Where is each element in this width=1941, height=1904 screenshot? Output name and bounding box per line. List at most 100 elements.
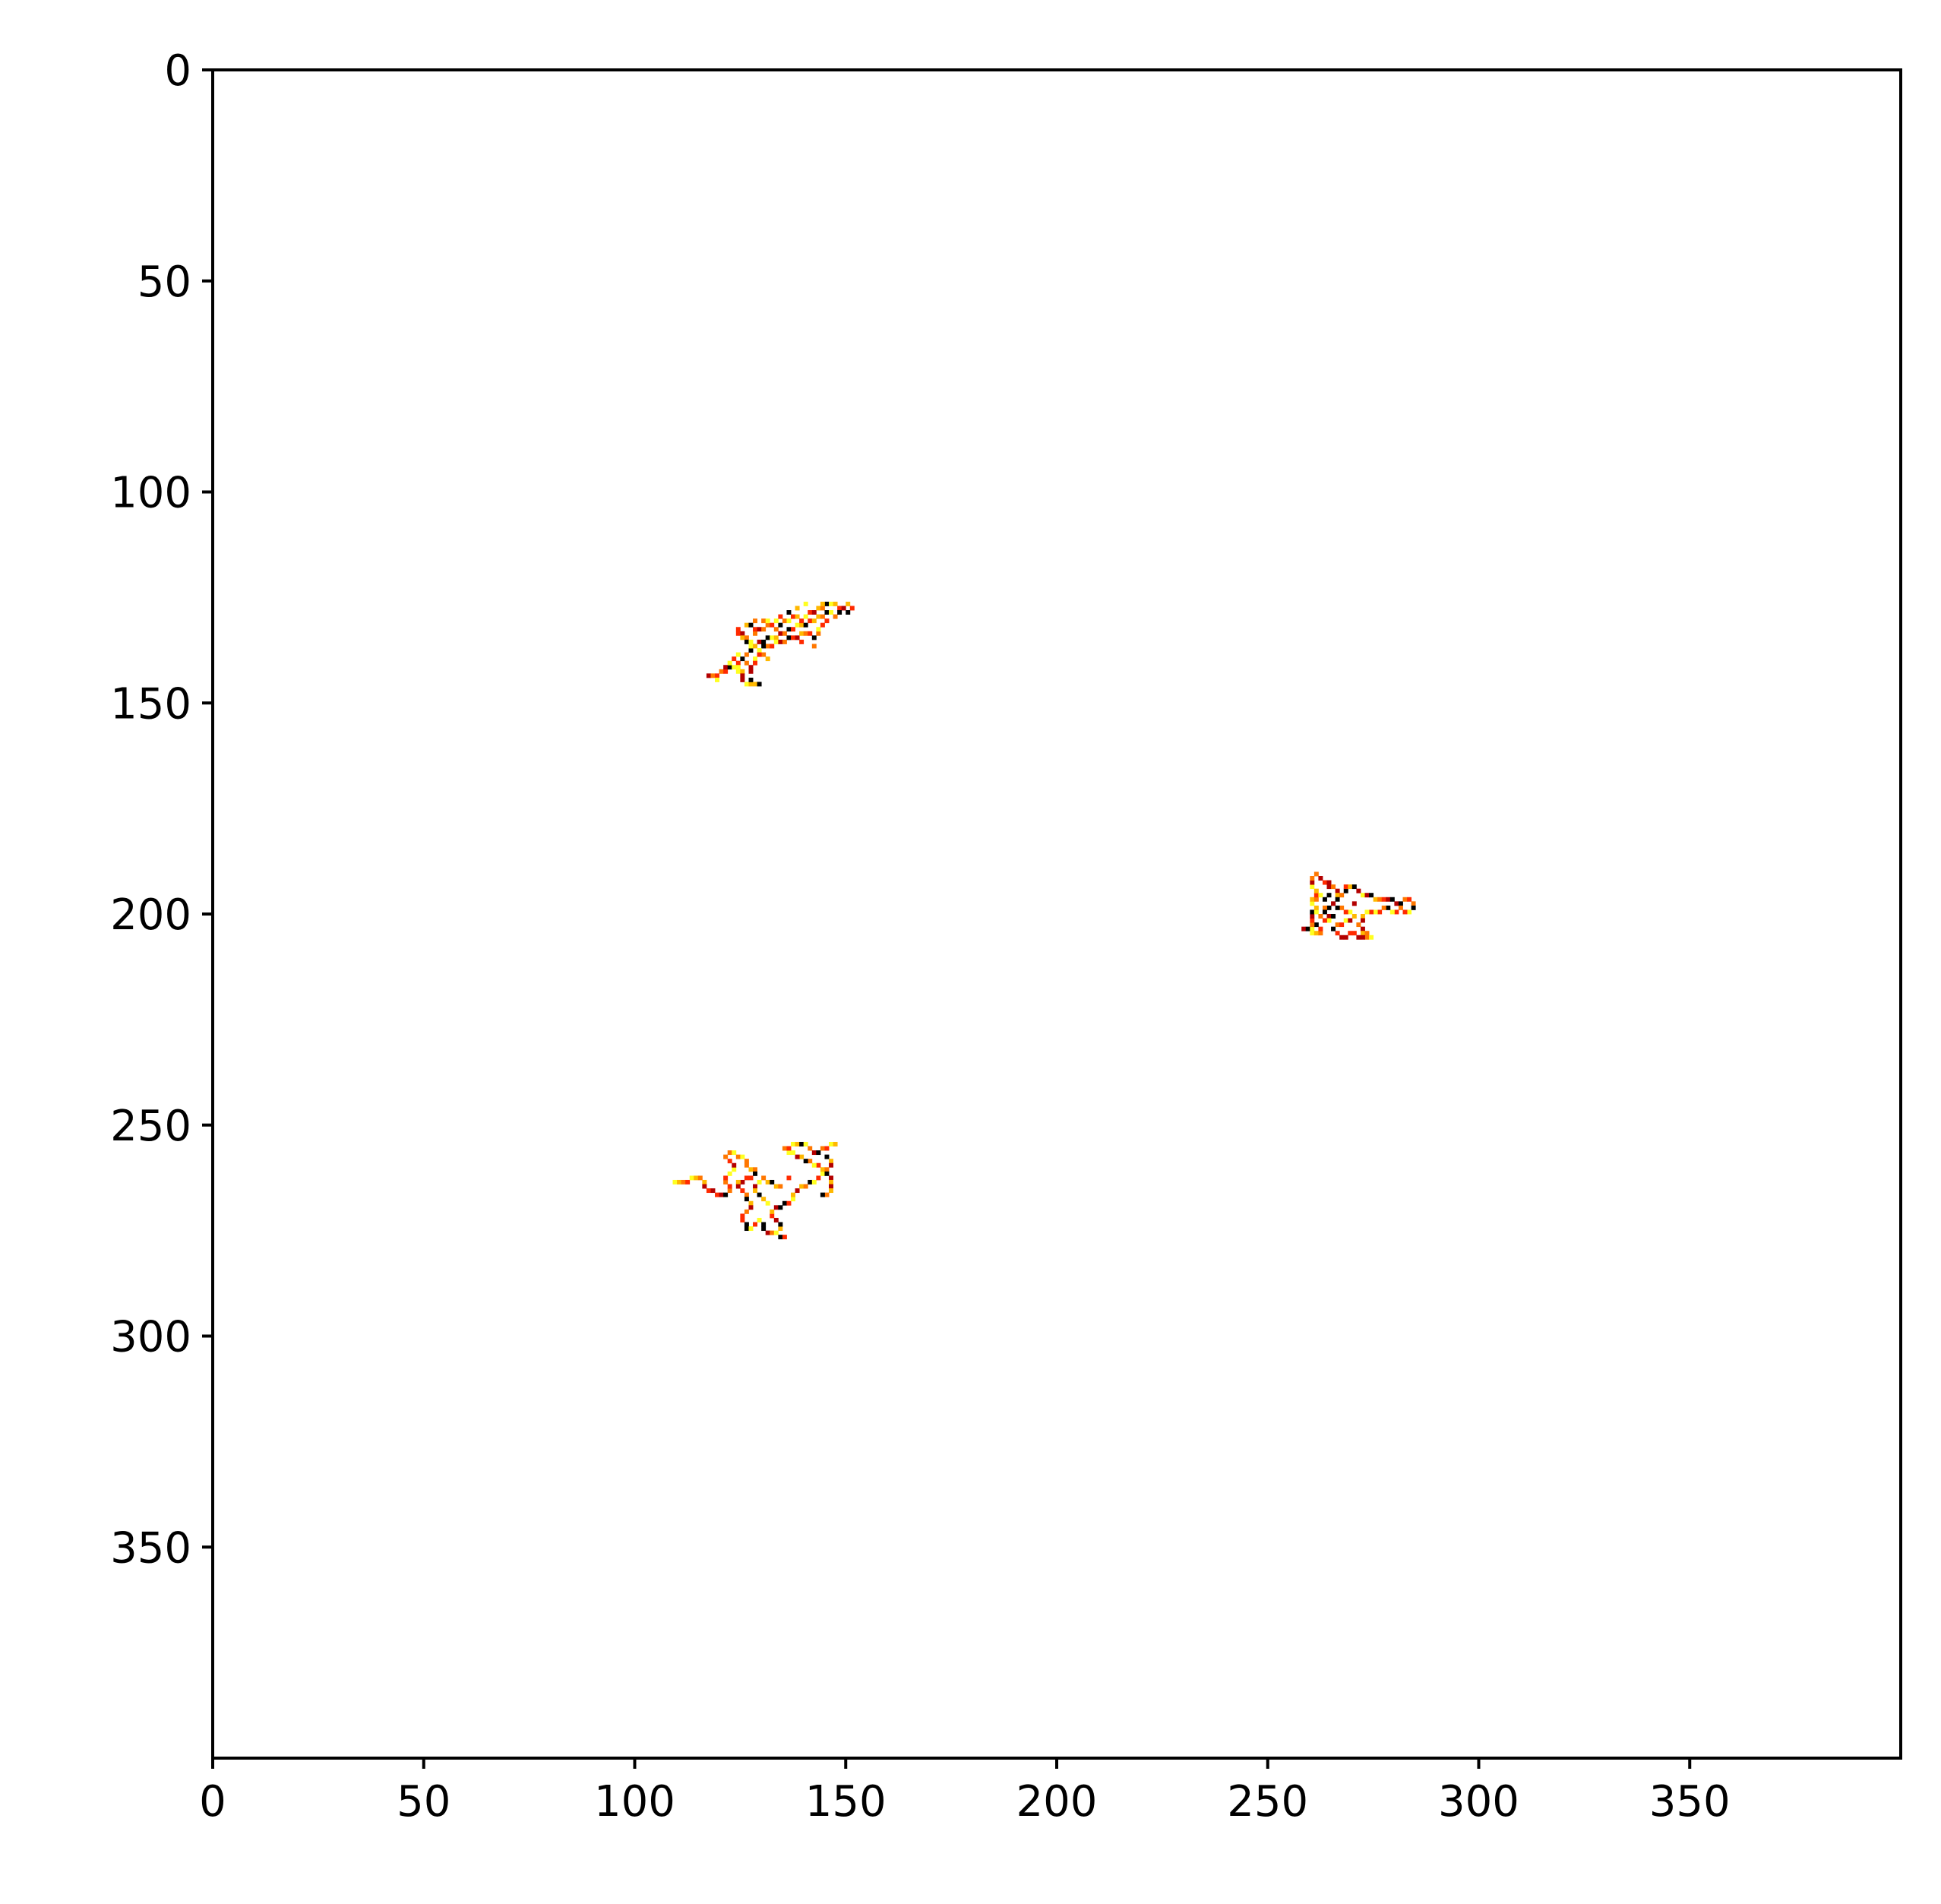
pixel-cell: [849, 606, 855, 611]
pixel-cell: [837, 610, 842, 615]
pixel-cell: [765, 635, 770, 640]
pixel-cell: [791, 1150, 795, 1156]
pixel-cell: [1335, 931, 1340, 936]
pixel-cell: [811, 618, 817, 624]
pixel-cell: [808, 1146, 813, 1151]
pixel-cell: [1322, 897, 1327, 902]
pixel-cell: [1356, 888, 1361, 893]
pixel-cell: [735, 660, 741, 666]
pixel-cell: [820, 1171, 825, 1176]
pixel-cell: [765, 1230, 770, 1235]
pixel-cell: [735, 1179, 741, 1184]
pixel-cell: [1386, 905, 1391, 910]
pixel-cell: [706, 673, 711, 678]
pixel-cell: [786, 627, 792, 632]
pixel-cell: [1348, 909, 1353, 915]
pixel-cell: [1364, 909, 1370, 915]
pixel-cell: [744, 1197, 749, 1202]
pixel-cell: [1335, 893, 1340, 898]
pixel-cell: [1351, 931, 1357, 936]
pixel-cell: [761, 644, 767, 649]
pixel-cell: [782, 639, 787, 644]
pixel-cell: [846, 610, 851, 615]
pixel-cell: [1322, 909, 1327, 915]
pixel-cell: [1364, 935, 1370, 940]
pixel-cell: [1381, 897, 1386, 902]
pixel-cell: [808, 631, 813, 636]
pixel-cell: [748, 682, 754, 687]
y-tick-label: 50: [138, 258, 191, 307]
pixel-cell: [782, 618, 787, 624]
pixel-cell: [753, 660, 757, 666]
pixel-cell: [773, 1184, 779, 1189]
pixel-cell: [1348, 931, 1353, 936]
pixel-cell: [723, 1192, 729, 1197]
pixel-cell: [799, 622, 805, 628]
pixel-cell: [765, 618, 770, 624]
pixel-cell: [753, 644, 757, 649]
pixel-cell: [735, 1184, 741, 1189]
pixel-cell: [1351, 914, 1357, 919]
pixel-cell: [748, 1205, 754, 1210]
pixel-cell: [795, 614, 800, 619]
pixel-cell: [803, 1184, 808, 1189]
pixel-cell: [744, 682, 749, 687]
pixel-cell: [1360, 926, 1365, 931]
pixel-cell: [1398, 905, 1403, 910]
pixel-cell: [1389, 909, 1395, 915]
pixel-cell: [829, 1184, 833, 1189]
pixel-cell: [782, 1235, 787, 1240]
pixel-cell: [1348, 884, 1353, 890]
pixel-cell: [803, 1141, 808, 1147]
pixel-cell: [808, 1179, 813, 1184]
pixel-cell: [727, 1184, 732, 1189]
pixel-cell: [778, 631, 783, 636]
pixel-cell: [829, 601, 833, 606]
pixel-cell: [757, 648, 762, 653]
pixel-cell: [791, 1141, 795, 1147]
pixel-cell: [795, 1154, 800, 1159]
pixel-cell: [829, 1162, 833, 1168]
pixel-cell: [748, 1200, 754, 1206]
pixel-cell: [841, 606, 846, 611]
pixel-cell: [791, 614, 795, 619]
pixel-cell: [1326, 884, 1332, 890]
pixel-cell: [748, 644, 754, 649]
pixel-cell: [1310, 897, 1315, 902]
pixel-cell: [1373, 909, 1378, 915]
pixel-cell: [1313, 922, 1319, 928]
pixel-cell: [820, 614, 825, 619]
pixel-cell: [740, 677, 745, 682]
pixel-cell: [1339, 905, 1345, 910]
pixel-cell: [1326, 893, 1332, 898]
pixel-cell: [816, 614, 821, 619]
pixel-cell: [799, 631, 805, 636]
pixel-cell: [773, 618, 779, 624]
pixel-cell: [748, 648, 754, 653]
pixel-cell: [803, 1159, 808, 1164]
pixel-cell: [681, 1179, 686, 1184]
pixel-cell: [744, 635, 749, 640]
pixel-cell: [1381, 905, 1386, 910]
pixel-cell: [837, 606, 842, 611]
y-tick-label: 300: [110, 1313, 191, 1362]
pixel-cell: [778, 1184, 783, 1189]
pixel-cell: [1339, 922, 1345, 928]
pixel-cell: [753, 618, 757, 624]
pixel-cell: [791, 627, 795, 632]
pixel-cell: [795, 635, 800, 640]
pixel-cell: [1389, 897, 1395, 902]
pixel-cell: [715, 673, 719, 678]
y-tick-label: 350: [110, 1523, 191, 1573]
pixel-cell: [694, 1175, 699, 1181]
pixel-cell: [1310, 909, 1315, 915]
y-tick-label: 250: [110, 1102, 191, 1151]
x-tick-label: 100: [594, 1777, 675, 1827]
pixel-cell: [803, 631, 808, 636]
pixel-cell: [816, 631, 821, 636]
pixel-cell: [744, 1226, 749, 1232]
pixel-cell: [799, 639, 805, 644]
pixel-cell: [735, 669, 741, 674]
pixel-cell: [786, 635, 792, 640]
pixel-cell: [1343, 918, 1348, 923]
